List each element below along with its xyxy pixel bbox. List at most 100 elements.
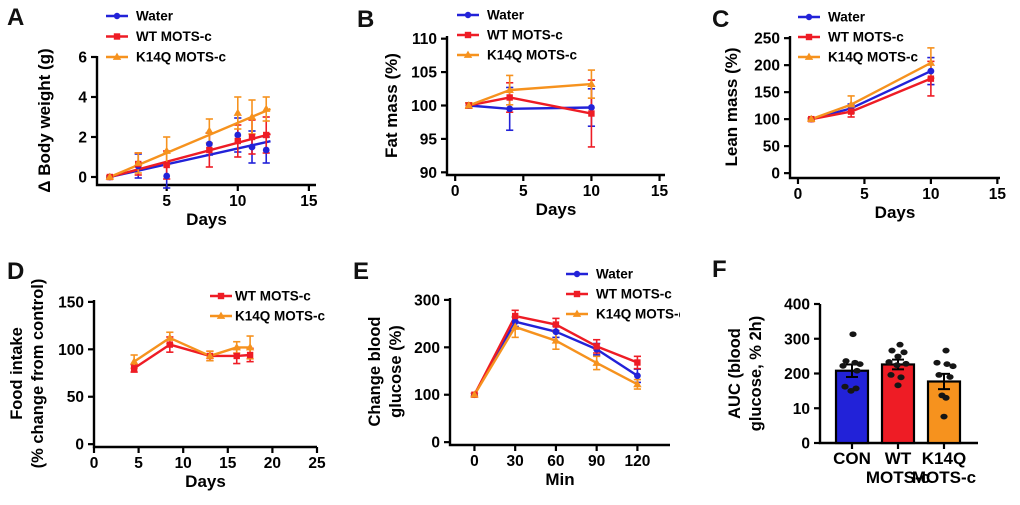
scatter-dot: [885, 359, 893, 365]
y-axis-title: Food intake: [8, 327, 26, 420]
x-axis-title: Days: [186, 210, 227, 229]
scatter-dot: [893, 362, 901, 369]
x-tick-label: 15: [989, 186, 1007, 203]
data-point-circle: [464, 11, 472, 19]
y-tick-label: 50: [763, 139, 780, 156]
data-point-square: [263, 131, 270, 139]
data-point-square: [511, 312, 519, 320]
x-tick-label: 5: [162, 193, 171, 210]
data-point-triangle: [205, 126, 214, 134]
x-tick-label: 10: [583, 183, 600, 200]
data-point-square: [593, 343, 600, 350]
panel-C: C 0 50 100 150 200 250 Lean mass (%) 0 5 10 15 Days…: [680, 0, 1020, 250]
data-point-triangle: [134, 158, 143, 166]
x-tick-label: 5: [134, 455, 143, 472]
scatter-dot: [841, 383, 849, 390]
y-tick-label: 95: [420, 131, 438, 148]
legend-label: K14Q MOTS-c: [596, 307, 680, 322]
data-point-circle: [511, 318, 519, 326]
bar: [834, 369, 870, 445]
data-point-triangle: [245, 343, 255, 351]
scatter-dot: [942, 347, 950, 354]
scatter-dot: [847, 387, 855, 394]
scatter-dot: [896, 341, 904, 348]
data-point-triangle: [463, 50, 473, 58]
panel-D: D 0 50 100 150 Food intake (% change from con…: [0, 250, 340, 505]
scatter-dot: [902, 360, 910, 367]
data-point-triangle: [205, 351, 215, 359]
data-point-circle: [552, 328, 560, 336]
data-point-square: [166, 341, 174, 348]
data-point-square: [206, 146, 213, 154]
x-tick-label: 5: [519, 183, 528, 200]
trend-line: [109, 107, 271, 179]
y-tick-label: 200: [754, 58, 780, 75]
data-point-circle: [927, 67, 935, 75]
x-tick-label: 0: [794, 186, 803, 203]
scatter-dot: [849, 331, 857, 338]
trend-line: [109, 132, 271, 179]
scatter-dot: [894, 382, 902, 389]
data-point-triangle: [464, 101, 473, 109]
data-point-circle: [163, 172, 171, 180]
scatter-dot: [839, 362, 847, 369]
data-point-square: [464, 31, 472, 39]
panel-label-b: B: [357, 6, 375, 33]
panel-label-a: A: [7, 4, 25, 31]
data-point-circle: [113, 12, 121, 20]
legend-label: K14Q MOTS-c: [828, 50, 919, 65]
y-tick-label: 300: [414, 292, 440, 309]
y-tick-label: 4: [78, 90, 87, 107]
data-point-square: [634, 359, 641, 366]
x-tick-label: 15: [651, 183, 669, 200]
data-point-square: [233, 352, 240, 360]
data-point-square: [113, 33, 121, 40]
scatter-dot: [949, 363, 957, 370]
scatter-dot: [887, 371, 895, 378]
legend-label: K14Q MOTS-c: [136, 50, 227, 65]
scatter-dot: [900, 349, 908, 356]
data-point-square: [234, 137, 241, 145]
y-tick-label: 90: [420, 165, 437, 182]
data-point-triangle: [162, 146, 171, 154]
x-tick-label: 15: [219, 455, 237, 472]
data-point-triangle: [846, 100, 856, 108]
scatter-dot: [888, 347, 896, 354]
y-tick-label: 105: [411, 65, 437, 82]
category-label: CON: [833, 449, 871, 468]
data-point-triangle: [105, 172, 114, 180]
chart-B: 90 95 100 105 110 Fat mass (%) 0 5 10 15 Days Water…: [382, 8, 669, 220]
x-tick-label: 10: [175, 455, 192, 472]
y-tick-label: 0: [801, 436, 810, 453]
y-tick-label: 150: [58, 294, 84, 311]
data-point-square: [573, 290, 581, 298]
data-point-square: [805, 33, 813, 41]
data-point-circle: [805, 13, 813, 21]
y-tick-label: 100: [754, 112, 780, 129]
scatter-dot: [842, 358, 850, 364]
y-tick-label: 0: [431, 435, 440, 452]
scatter-dot: [946, 374, 954, 380]
data-point-circle: [588, 104, 595, 111]
data-point-triangle: [232, 343, 241, 351]
y-tick-label: 200: [414, 340, 440, 357]
x-tick-label: 20: [264, 455, 281, 472]
y-tick-label: 6: [78, 50, 87, 67]
data-point-square: [847, 108, 855, 115]
panel-E: E 0 100 200 300 Change blood glucose (%) 0 30 60…: [340, 250, 680, 505]
category-label: MOTS-c: [866, 468, 930, 487]
data-point-triangle: [112, 52, 122, 60]
y-axis-title: Change blood: [366, 317, 384, 427]
panel-label-f: F: [712, 256, 727, 283]
data-point-triangle: [633, 379, 642, 388]
series-line: [468, 96, 592, 115]
x-tick-label: 15: [300, 193, 318, 210]
y-axis-title: Lean mass (%): [722, 47, 741, 166]
data-point-triangle: [470, 390, 479, 398]
y-tick-label: 100: [58, 342, 84, 359]
y-axis-title: (% change from control): [29, 279, 47, 469]
data-point-triangle: [129, 357, 139, 365]
data-point-circle: [262, 146, 270, 154]
x-axis-title: Min: [545, 470, 574, 489]
